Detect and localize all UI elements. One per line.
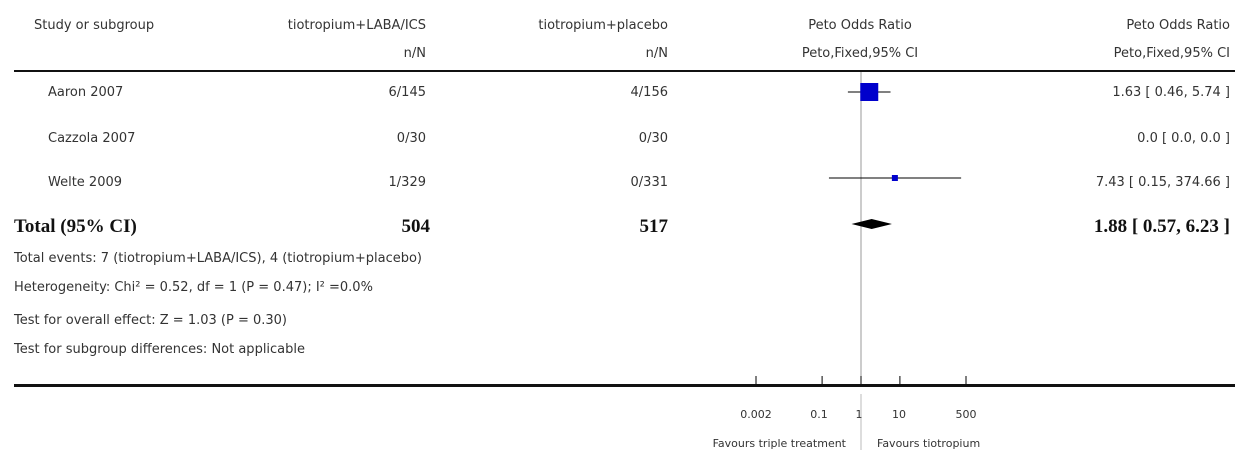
header-control: tiotropium+placebo	[538, 18, 668, 33]
effect-estimate: 7.43 [ 0.15, 374.66 ]	[1095, 175, 1230, 190]
header-experimental: tiotropium+LABA/ICS	[287, 18, 426, 33]
axis-tick-label: 500	[955, 408, 977, 421]
bottom-rule	[14, 384, 1235, 387]
axis-tick-label: 0.1	[810, 408, 828, 421]
study-marker	[860, 83, 879, 101]
axis-tick-label: 10	[892, 408, 906, 421]
study-marker	[891, 175, 898, 181]
total-experimental: 504	[401, 216, 431, 237]
total-diamond	[851, 219, 892, 229]
heterogeneity-note: Heterogeneity: Chi² = 0.52, df = 1 (P = …	[14, 280, 373, 295]
effect-estimate: 1.63 [ 0.46, 5.74 ]	[1112, 85, 1230, 100]
experimental-events: 1/329	[388, 175, 426, 190]
header-plot: Peto Odds Ratio	[808, 18, 912, 33]
header-control-sub: n/N	[645, 46, 668, 61]
effect-estimate: 0.0 [ 0.0, 0.0 ]	[1137, 131, 1230, 146]
study-name: Cazzola 2007	[48, 131, 136, 146]
study-name: Aaron 2007	[48, 85, 124, 100]
header-plot-sub: Peto,Fixed,95% CI	[801, 46, 919, 61]
header-estimate-sub: Peto,Fixed,95% CI	[1113, 46, 1230, 61]
favours-right-label: Favours tiotropium	[877, 437, 981, 450]
header-rule	[14, 70, 1235, 72]
favours-left-label: Favours triple treatment	[712, 437, 846, 450]
total-estimate: 1.88 [ 0.57, 6.23 ]	[1093, 216, 1230, 237]
experimental-events: 6/145	[388, 85, 426, 100]
control-events: 0/331	[630, 175, 668, 190]
total-control: 517	[639, 216, 669, 237]
control-events: 4/156	[630, 85, 668, 100]
study-name: Welte 2009	[48, 175, 123, 190]
total-label: Total (95% CI)	[14, 216, 137, 237]
header-estimate: Peto Odds Ratio	[1126, 18, 1230, 33]
overall-effect-note: Test for overall effect: Z = 1.03 (P = 0…	[14, 313, 287, 328]
axis-tick-label: 0.002	[740, 408, 772, 421]
header-study: Study or subgroup	[34, 18, 155, 33]
subgroup-note: Test for subgroup differences: Not appli…	[14, 342, 306, 357]
header-experimental-sub: n/N	[403, 46, 426, 61]
experimental-events: 0/30	[396, 131, 426, 146]
total-events-note: Total events: 7 (tiotropium+LABA/ICS), 4…	[14, 251, 422, 266]
axis-tick-label: 1	[855, 408, 863, 421]
control-events: 0/30	[638, 131, 668, 146]
